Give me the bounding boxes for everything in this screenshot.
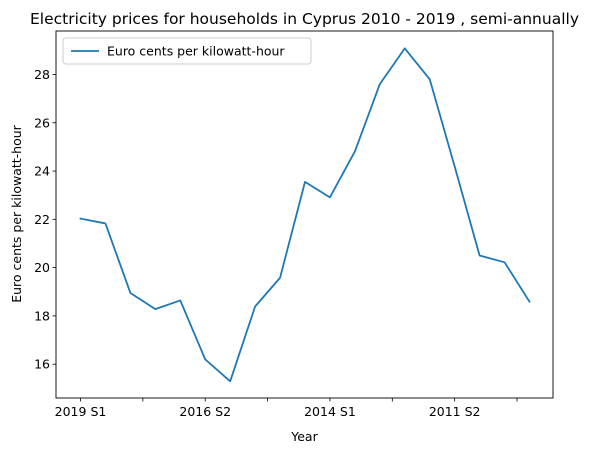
legend: Euro cents per kilowatt-hour	[62, 37, 312, 65]
series-layer	[79, 47, 531, 383]
y-axis: 16 18 20 22 24 26 28	[34, 67, 56, 372]
y-tick-label: 20	[34, 260, 50, 275]
y-tick-label: 22	[34, 212, 50, 227]
y-tick-label: 18	[34, 308, 50, 323]
x-tick-label: 2019 S1	[55, 404, 107, 419]
y-tick-label: 28	[34, 67, 50, 82]
series-line-0	[79, 47, 531, 383]
y-tick-label: 26	[34, 115, 50, 130]
y-tick-label: 16	[34, 357, 50, 372]
x-axis: 2019 S1 2016 S2 2014 S1 2011 S2	[55, 398, 518, 419]
legend-label: Euro cents per kilowatt-hour	[107, 44, 285, 59]
x-axis-label: Year	[290, 429, 318, 444]
y-tick-label: 24	[34, 164, 50, 179]
x-tick-label: 2016 S2	[179, 404, 231, 419]
plot-frame	[55, 30, 554, 399]
legend-box	[62, 37, 312, 65]
y-axis-label: Euro cents per kilowatt-hour	[9, 124, 24, 302]
x-tick-label: 2014 S1	[304, 404, 356, 419]
x-tick-label: 2011 S2	[429, 404, 481, 419]
chart-title: Electricity prices for households in Cyp…	[30, 10, 579, 28]
